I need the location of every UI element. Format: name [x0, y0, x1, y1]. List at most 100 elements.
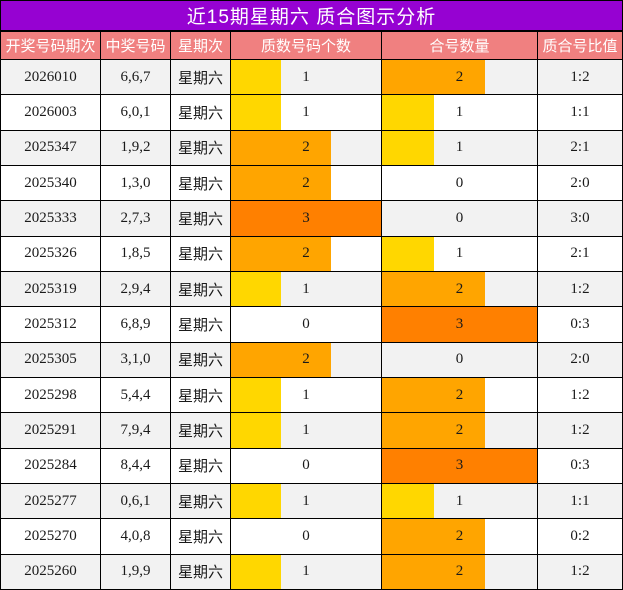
weekday-cell: 星期六	[171, 377, 231, 413]
period-cell: 2025340	[1, 165, 101, 201]
period-cell: 2025312	[1, 307, 101, 342]
prime-count-cell: 1	[231, 377, 382, 413]
period-cell: 2025277	[1, 483, 101, 519]
prime-count-cell-value: 0	[302, 527, 310, 544]
composite-count-cell-value: 2	[455, 386, 464, 403]
composite-count-bar	[382, 413, 486, 448]
ratio-cell: 2:1	[570, 245, 590, 262]
composite-count-bar	[382, 60, 486, 95]
weekday-cell: 星期六	[171, 60, 231, 95]
table-header-row: 开奖号码期次 中奖号码 星期次 质数号码个数 合号数量 质合号比值	[1, 32, 622, 60]
prime-count-bar	[231, 483, 281, 519]
prime-count-cell-value: 2	[302, 245, 310, 262]
table-row: 2025333 2,7,3 星期六 3 0 3:0	[1, 201, 622, 237]
ratio-cell: 3:0	[570, 209, 590, 226]
composite-count-cell: 1	[382, 483, 538, 519]
composite-count-bar	[382, 483, 434, 519]
composite-count-cell: 1	[382, 130, 538, 165]
ratio-cell: 0:2	[570, 527, 590, 544]
prime-count-bar	[231, 95, 281, 130]
composite-count-cell-value: 1	[455, 492, 464, 509]
page-title: 近15期星期六 质合图示分析	[1, 1, 622, 32]
prime-count-bar	[231, 236, 331, 271]
prime-count-cell: 1	[231, 60, 382, 95]
table-row: 2025340 1,3,0 星期六 2 0 2:0	[1, 165, 622, 202]
prime-count-bar	[231, 377, 281, 413]
prime-count-cell: 2	[231, 342, 382, 377]
prime-count-cell-value: 1	[302, 563, 310, 580]
composite-count-cell-value: 1	[455, 103, 464, 120]
ratio-cell: 0:3	[570, 315, 590, 332]
weekday-cell: 星期六	[171, 413, 231, 448]
table-row: 2025298 5,4,4 星期六 1 2 1:2	[1, 377, 622, 414]
prime-count-cell-value: 1	[302, 421, 310, 438]
prime-count-bar	[231, 165, 331, 201]
composite-count-cell: 2	[382, 519, 538, 554]
period-cell: 2025270	[1, 519, 101, 554]
winning-numbers-cell: 1,9,2	[101, 130, 171, 165]
header-weekday: 星期次	[171, 32, 231, 59]
prime-count-cell: 3	[231, 201, 382, 236]
composite-count-cell-value: 2	[455, 563, 464, 580]
composite-count-bar	[382, 95, 434, 130]
weekday-cell: 星期六	[171, 342, 231, 377]
composite-count-cell-value: 1	[455, 139, 464, 156]
ratio-cell: 1:2	[570, 421, 590, 438]
winning-numbers-cell: 6,0,1	[101, 95, 171, 130]
period-cell: 2025305	[1, 342, 101, 377]
prime-count-cell: 2	[231, 165, 382, 201]
composite-count-bar	[382, 448, 537, 483]
period-cell: 2025347	[1, 130, 101, 165]
composite-count-cell: 2	[382, 377, 538, 413]
composite-count-cell: 3	[382, 307, 538, 342]
winning-numbers-cell: 5,4,4	[101, 377, 171, 413]
weekday-cell: 星期六	[171, 448, 231, 483]
prime-count-cell-value: 0	[302, 315, 310, 332]
ratio-cell: 1:2	[570, 563, 590, 580]
table-row: 2025284 8,4,4 星期六 0 3 0:3	[1, 448, 622, 484]
composite-count-cell: 2	[382, 60, 538, 95]
prime-count-cell-value: 2	[302, 139, 310, 156]
composite-count-bar	[382, 236, 434, 271]
composite-count-cell-value: 2	[455, 68, 464, 85]
composite-count-cell: 3	[382, 448, 538, 483]
period-cell: 2025333	[1, 201, 101, 236]
winning-numbers-cell: 7,9,4	[101, 413, 171, 448]
weekday-cell: 星期六	[171, 130, 231, 165]
header-winning-numbers: 中奖号码	[101, 32, 171, 59]
winning-numbers-cell: 1,9,9	[101, 554, 171, 589]
prime-count-bar	[231, 554, 281, 589]
composite-count-cell: 0	[382, 342, 538, 377]
table-row: 2025291 7,9,4 星期六 1 2 1:2	[1, 413, 622, 449]
period-cell: 2025319	[1, 271, 101, 307]
composite-count-cell-value: 0	[455, 209, 464, 226]
composite-count-cell-value: 3	[455, 315, 464, 332]
prime-count-cell-value: 2	[302, 174, 310, 191]
weekday-cell: 星期六	[171, 95, 231, 130]
prime-count-cell-value: 1	[302, 280, 310, 297]
period-cell: 2025298	[1, 377, 101, 413]
weekday-cell: 星期六	[171, 483, 231, 519]
prime-count-cell: 1	[231, 95, 382, 130]
prime-count-cell-value: 2	[302, 351, 310, 368]
table-row: 2025260 1,9,9 星期六 1 2 1:2	[1, 554, 622, 589]
header-prime-count: 质数号码个数	[231, 32, 382, 59]
period-cell: 2025260	[1, 554, 101, 589]
prime-count-cell: 1	[231, 271, 382, 307]
ratio-cell: 2:1	[570, 139, 590, 156]
composite-count-cell-value: 1	[455, 245, 464, 262]
prime-count-cell-value: 1	[302, 103, 310, 120]
prime-count-cell: 0	[231, 448, 382, 483]
prime-count-cell-value: 1	[302, 68, 310, 85]
composite-count-cell-value: 0	[455, 174, 464, 191]
composite-count-cell: 0	[382, 201, 538, 236]
prime-count-bar	[231, 60, 281, 95]
weekday-cell: 星期六	[171, 554, 231, 589]
prime-count-cell: 2	[231, 236, 382, 271]
table-row: 2026003 6,0,1 星期六 1 1 1:1	[1, 95, 622, 131]
prime-count-cell: 0	[231, 519, 382, 554]
period-cell: 2025291	[1, 413, 101, 448]
prime-count-cell: 0	[231, 307, 382, 342]
prime-count-cell: 1	[231, 483, 382, 519]
header-composite-count: 合号数量	[382, 32, 538, 59]
